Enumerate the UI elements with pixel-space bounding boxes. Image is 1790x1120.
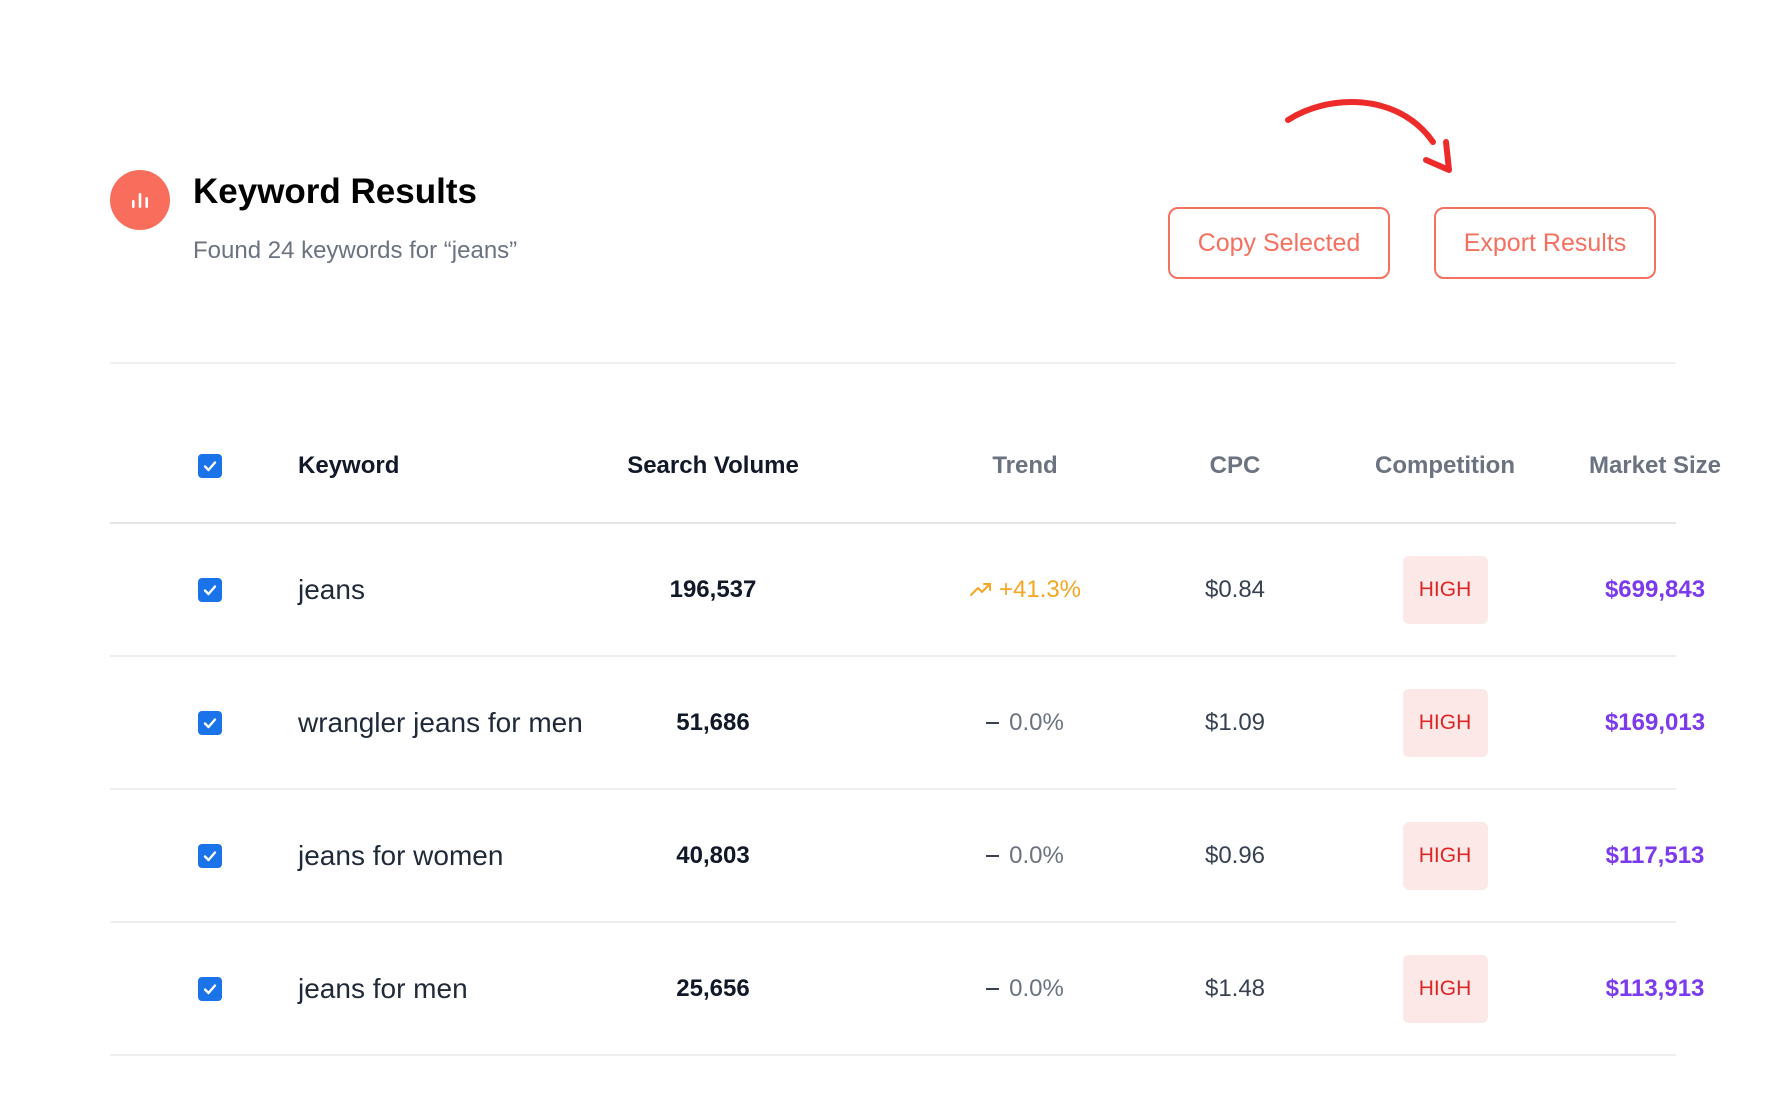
market-size-value: $169,013 xyxy=(1604,708,1706,736)
table-row: jeans 196,537 +41.3% $0.84 HIGH $699,843 xyxy=(110,524,1705,657)
table-row: jeans for men 25,656 0.0% $1.48 HIGH $11… xyxy=(110,923,1704,1056)
checkmark-icon xyxy=(203,850,217,861)
header-divider xyxy=(110,362,1676,364)
row-checkbox[interactable] xyxy=(198,843,222,868)
trend-indicator: 0.0% xyxy=(986,709,1064,737)
column-header-keyword[interactable]: Keyword xyxy=(298,452,400,479)
checkmark-icon xyxy=(203,717,217,728)
search-volume-value: 196,537 xyxy=(669,575,757,603)
search-volume-value: 51,686 xyxy=(676,708,750,736)
trend-indicator: 0.0% xyxy=(986,975,1064,1003)
trend-indicator: +41.3% xyxy=(969,576,1081,604)
bar-chart-icon xyxy=(110,170,170,230)
column-header-cpc[interactable]: CPC xyxy=(1209,452,1261,479)
keyword-text: jeans xyxy=(298,573,365,605)
column-header-trend[interactable]: Trend xyxy=(992,452,1058,479)
checkmark-icon xyxy=(203,983,217,994)
column-header-competition[interactable]: Competition xyxy=(1375,452,1515,479)
checkmark-icon xyxy=(203,461,217,472)
cpc-value: $1.09 xyxy=(1204,708,1266,736)
export-results-button[interactable]: Export Results xyxy=(1434,207,1656,279)
trend-value: 0.0% xyxy=(1009,841,1064,869)
curved-arrow-icon xyxy=(1285,99,1452,173)
market-size-value: $699,843 xyxy=(1604,575,1706,603)
trend-value: +41.3% xyxy=(998,575,1082,603)
column-header-market-size[interactable]: Market Size xyxy=(1588,452,1722,479)
market-size-value: $117,513 xyxy=(1605,841,1705,869)
competition-badge: HIGH xyxy=(1402,555,1488,624)
search-volume-value: 40,803 xyxy=(676,841,750,869)
checkmark-icon xyxy=(203,584,217,595)
row-checkbox[interactable] xyxy=(198,710,222,735)
flat-trend-icon xyxy=(986,987,1000,990)
market-size-value: $113,913 xyxy=(1605,974,1705,1002)
trend-value: 0.0% xyxy=(1009,708,1064,736)
flat-trend-icon xyxy=(986,721,1000,724)
column-header-search-volume[interactable]: Search Volume xyxy=(627,452,799,479)
search-volume-value: 25,656 xyxy=(676,974,750,1002)
copy-selected-button[interactable]: Copy Selected xyxy=(1168,207,1390,279)
row-checkbox[interactable] xyxy=(198,976,222,1001)
table-row: wrangler jeans for men 51,686 0.0% $1.09… xyxy=(110,657,1705,790)
trend-indicator: 0.0% xyxy=(986,842,1064,870)
select-all-checkbox[interactable] xyxy=(198,454,222,478)
keyword-text: wrangler jeans for men xyxy=(298,706,583,738)
cpc-value: $0.96 xyxy=(1204,841,1266,869)
keyword-table: Keyword Search Volume Trend CPC Competit… xyxy=(110,410,1721,1056)
table-header-row: Keyword Search Volume Trend CPC Competit… xyxy=(110,410,1721,524)
cpc-value: $0.84 xyxy=(1204,575,1266,603)
page-title: Keyword Results xyxy=(193,172,477,211)
results-count: Found 24 keywords for “jeans” xyxy=(193,237,518,264)
keyword-text: jeans for women xyxy=(298,839,504,871)
cpc-value: $1.48 xyxy=(1204,974,1266,1002)
trending-up-icon xyxy=(969,582,991,596)
competition-badge: HIGH xyxy=(1402,821,1488,890)
flat-trend-icon xyxy=(986,854,1000,857)
row-checkbox[interactable] xyxy=(198,577,222,602)
trend-value: 0.0% xyxy=(1009,974,1064,1002)
keyword-text: jeans for men xyxy=(298,972,468,1004)
table-row: jeans for women 40,803 0.0% $0.96 HIGH $… xyxy=(110,790,1704,923)
competition-badge: HIGH xyxy=(1402,954,1488,1023)
competition-badge: HIGH xyxy=(1402,688,1488,757)
